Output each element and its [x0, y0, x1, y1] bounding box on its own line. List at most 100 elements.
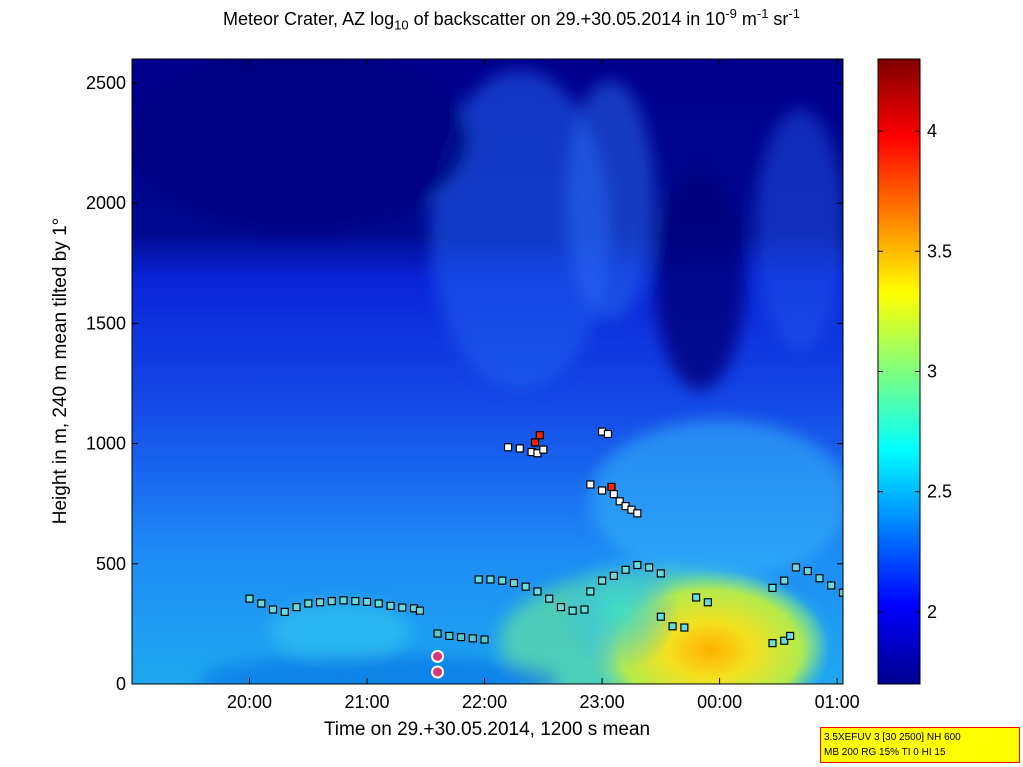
data-point: [633, 560, 642, 570]
data-point: [386, 601, 395, 610]
data-point: [509, 578, 519, 588]
data-point: [815, 574, 824, 583]
data-point: [498, 576, 507, 585]
y-tick-label: 1000: [86, 434, 126, 454]
colorbar: 2 2.5 3 3.5 4: [877, 58, 952, 685]
data-point: [515, 444, 524, 453]
data-point: [791, 563, 801, 572]
settings-info-box: 3.5XEFUV 3 [30 2500] NH 600 MB 200 RG 15…: [820, 727, 1020, 763]
data-point: [433, 629, 442, 638]
y-axis: 0 500 1000 1500 2000 2500: [86, 73, 843, 694]
data-point: [838, 588, 843, 597]
info-line-1: 3.5XEFUV 3 [30 2500] NH 600: [824, 732, 961, 743]
x-axis: 20:00 21:00 22:00 23:00 00:00 01:00: [227, 59, 860, 712]
data-point: [786, 631, 795, 641]
colorbar-tick-label: 4: [927, 121, 937, 141]
heatmap-plot-area: [132, 59, 843, 684]
data-point: [609, 571, 618, 580]
title-exponent-m: -1: [756, 6, 769, 21]
data-point: [362, 597, 372, 606]
data-point: [486, 575, 495, 584]
colorbar-tick-label: 3.5: [927, 241, 952, 261]
data-point: [691, 593, 701, 602]
data-point: [268, 605, 278, 614]
data-point: [603, 429, 613, 439]
data-point: [656, 569, 665, 578]
data-point: [530, 438, 540, 447]
colorbar-gradient: [877, 58, 921, 685]
y-tick-label: 0: [116, 674, 126, 694]
data-point: [257, 599, 266, 608]
data-point-circle: [431, 649, 445, 663]
data-point: [292, 602, 301, 612]
data-point: [703, 598, 712, 607]
warm-region: [560, 550, 680, 670]
title-prefix: Meteor Crater, AZ log: [223, 9, 395, 29]
data-point: [615, 497, 624, 506]
data-point: [780, 636, 789, 645]
title-log-base: 10: [394, 17, 409, 33]
data-point-circle: [431, 665, 445, 679]
data-point: [456, 633, 466, 642]
data-point: [556, 602, 566, 612]
data-point: [480, 635, 489, 644]
data-point: [656, 612, 665, 621]
colorbar-tick-label: 2.5: [927, 482, 952, 502]
x-tick-label: 00:00: [697, 692, 742, 712]
data-point: [539, 445, 548, 454]
data-point: [474, 575, 483, 584]
data-point: [609, 489, 618, 499]
data-point: [533, 587, 542, 596]
data-point: [768, 583, 777, 592]
data-point: [621, 565, 630, 574]
x-tick-label: 22:00: [462, 692, 507, 712]
data-point: [597, 486, 607, 495]
y-tick-label: 2000: [86, 193, 126, 213]
data-point: [503, 443, 513, 452]
data-point: [586, 480, 595, 489]
data-point: [280, 607, 289, 616]
data-point: [374, 599, 383, 608]
y-tick-label: 2500: [86, 73, 126, 93]
y-tick-label: 1500: [86, 313, 126, 333]
x-tick-label: 23:00: [580, 692, 625, 712]
data-point: [568, 606, 577, 615]
y-tick-label: 500: [96, 554, 126, 574]
data-point: [827, 581, 836, 590]
info-line-2: MB 200 RG 15% TI 0 HI 15: [824, 747, 946, 758]
colorbar-ticks: 2 2.5 3 3.5 4: [878, 121, 952, 622]
data-point: [351, 596, 360, 606]
data-point: [580, 605, 589, 614]
x-axis-label: Time on 29.+30.05.2014, 1200 s mean: [324, 719, 650, 740]
x-tick-label: 21:00: [345, 692, 390, 712]
data-point: [468, 634, 477, 643]
data-point: [304, 599, 313, 608]
data-point: [245, 594, 254, 603]
title-unit-m: m: [736, 9, 757, 29]
data-point: [398, 603, 407, 612]
y-axis-label: Height in m, 240 m mean tilted by 1°: [50, 218, 71, 524]
data-point: [586, 587, 595, 596]
x-tick-label: 20:00: [227, 692, 272, 712]
data-point: [327, 596, 336, 606]
data-point: [668, 622, 677, 631]
data-point: [415, 606, 425, 615]
data-point: [315, 598, 325, 607]
title-exponent-sr: -1: [788, 6, 800, 21]
data-point: [521, 582, 530, 591]
data-point: [680, 623, 689, 632]
data-point: [339, 596, 348, 605]
x-tick-label: 01:00: [815, 692, 860, 712]
plot-frame: [131, 58, 844, 685]
data-point: [644, 563, 654, 572]
data-point: [545, 594, 554, 603]
data-point: [607, 482, 616, 491]
data-point: [445, 631, 454, 641]
title-unit-sr: sr: [768, 9, 789, 29]
data-point: [633, 509, 642, 518]
data-point: [768, 639, 777, 648]
colorbar-tick-label: 2: [927, 602, 937, 622]
title-exponent: -9: [725, 6, 737, 21]
data-point: [803, 566, 812, 576]
